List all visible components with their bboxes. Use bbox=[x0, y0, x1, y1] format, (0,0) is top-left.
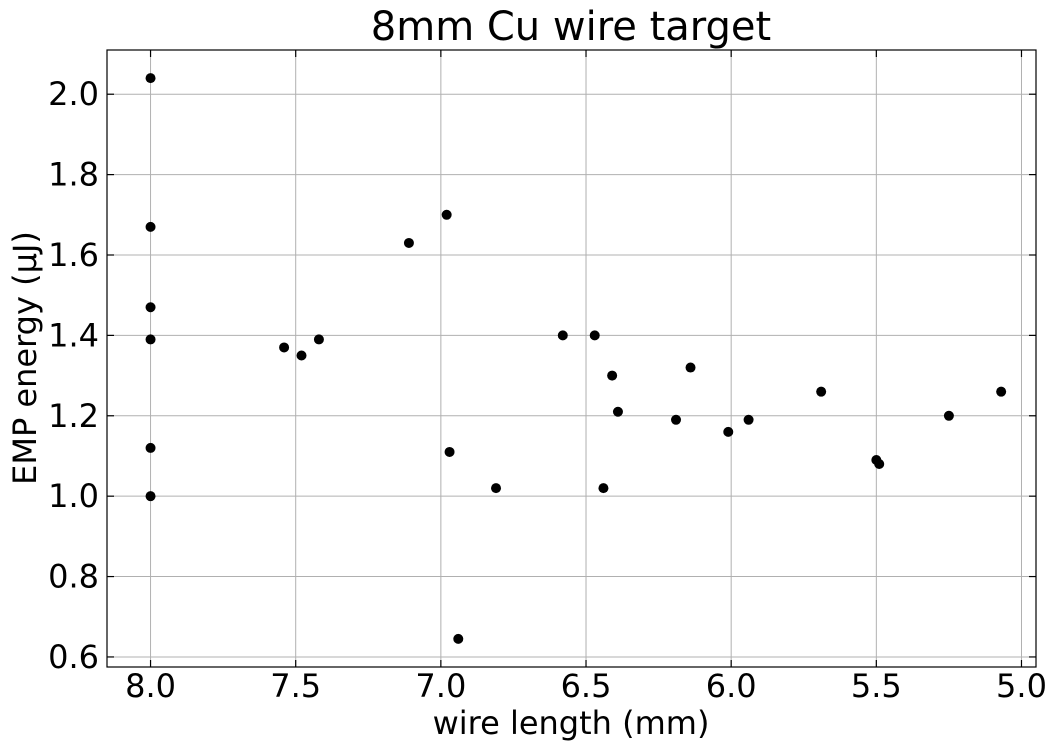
data-point bbox=[598, 483, 609, 494]
x-tick-label: 5.5 bbox=[851, 667, 902, 705]
data-point bbox=[145, 334, 156, 345]
x-tick-label: 7.0 bbox=[415, 667, 466, 705]
data-point bbox=[403, 237, 414, 248]
data-point bbox=[145, 73, 156, 84]
data-point bbox=[943, 410, 954, 421]
data-point bbox=[743, 414, 754, 425]
y-tick-label: 1.0 bbox=[48, 477, 99, 515]
y-axis-label: EMP energy (µJ) bbox=[6, 231, 44, 485]
data-point bbox=[453, 633, 464, 644]
axis-ticks: 8.0 7.5 7.0 6.5 6.0 5.5 5.0 0.6 0.8 1.0 1.2 1.4 1.6 1… bbox=[48, 50, 1047, 705]
data-point bbox=[145, 491, 156, 502]
data-point bbox=[612, 406, 623, 417]
data-point bbox=[296, 350, 307, 361]
data-point bbox=[444, 446, 455, 457]
plot-frame bbox=[106, 49, 1037, 668]
chart-title: 8mm Cu wire target bbox=[371, 4, 771, 50]
data-point bbox=[607, 370, 618, 381]
data-point bbox=[313, 334, 324, 345]
data-point bbox=[723, 426, 734, 437]
data-point bbox=[557, 330, 568, 341]
x-axis-label: wire length (mm) bbox=[433, 704, 710, 742]
data-point bbox=[145, 221, 156, 232]
data-point bbox=[996, 386, 1007, 397]
data-point bbox=[145, 442, 156, 453]
x-tick-label: 7.5 bbox=[270, 667, 321, 705]
grid bbox=[107, 50, 1036, 667]
data-point bbox=[589, 330, 600, 341]
y-tick-label: 2.0 bbox=[48, 75, 99, 113]
y-tick-label: 1.2 bbox=[48, 397, 99, 435]
data-point bbox=[685, 362, 696, 373]
x-tick-label: 6.5 bbox=[561, 667, 612, 705]
x-tick-label: 5.0 bbox=[996, 667, 1047, 705]
x-tick-label: 6.0 bbox=[706, 667, 757, 705]
data-points bbox=[145, 73, 1007, 644]
y-tick-label: 1.8 bbox=[48, 156, 99, 194]
y-tick-label: 0.8 bbox=[48, 558, 99, 596]
x-tick-label: 8.0 bbox=[125, 667, 176, 705]
data-point bbox=[441, 209, 452, 220]
data-point bbox=[279, 342, 290, 353]
y-tick-label: 1.6 bbox=[48, 236, 99, 274]
data-point bbox=[874, 459, 885, 470]
data-point bbox=[671, 414, 682, 425]
data-point bbox=[145, 302, 156, 313]
y-tick-label: 1.4 bbox=[48, 316, 99, 354]
data-point bbox=[491, 483, 502, 494]
data-point bbox=[816, 386, 827, 397]
y-tick-label: 0.6 bbox=[48, 638, 99, 676]
